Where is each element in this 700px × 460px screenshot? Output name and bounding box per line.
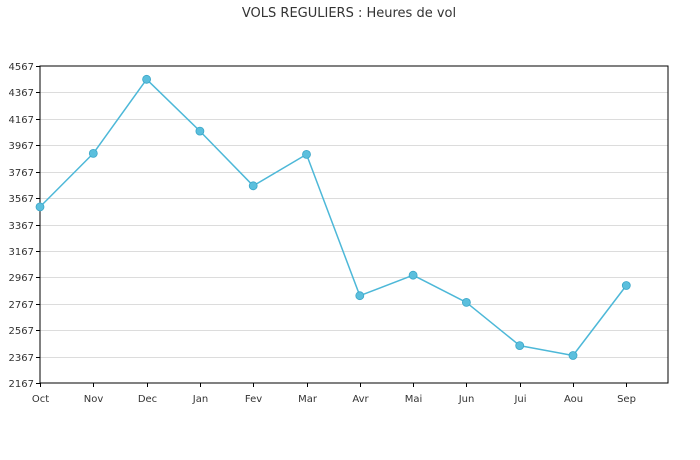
x-tick-label: Oct — [32, 394, 49, 405]
y-tick-label: 3567 — [9, 194, 34, 205]
plot-frame — [39, 65, 669, 384]
data-point — [621, 281, 631, 290]
y-tick-label: 4167 — [9, 115, 34, 126]
chart-title: VOLS REGULIERS : Heures de vol — [242, 6, 456, 21]
x-tick-label: Mai — [405, 394, 423, 405]
series-line — [39, 78, 627, 357]
y-tick-label: 2367 — [9, 353, 34, 364]
x-tick-label: Jui — [513, 394, 526, 405]
data-point — [142, 74, 152, 84]
series-markers — [35, 74, 631, 360]
data-point — [248, 181, 258, 191]
data-point — [355, 291, 365, 301]
x-tick-label: Fev — [245, 394, 262, 405]
y-tick-label: 3967 — [9, 141, 34, 152]
data-point — [461, 297, 471, 307]
x-tick-label: Jan — [192, 394, 208, 405]
y-tick-label: 2767 — [9, 300, 34, 311]
data-point — [568, 351, 578, 360]
x-tick-label: Jun — [458, 394, 475, 405]
y-tick-label: 2967 — [9, 273, 34, 284]
y-tick-label: 2167 — [9, 379, 34, 390]
y-axis-ticks: 2167 2367 2567 2767 2967 3167 3367 3567 3767 3967… — [9, 62, 40, 390]
y-tick-label: 4567 — [9, 62, 34, 73]
y-tick-label: 2567 — [9, 326, 34, 337]
x-tick-label: Aou — [564, 394, 583, 405]
grid-lines — [40, 92, 668, 358]
data-point — [35, 202, 45, 212]
y-tick-label: 3767 — [9, 168, 34, 179]
y-tick-label: 3367 — [9, 221, 34, 232]
data-point — [195, 126, 205, 136]
data-point — [515, 341, 525, 351]
x-tick-label: Sep — [617, 394, 636, 405]
data-point — [408, 270, 418, 280]
y-tick-label: 4367 — [9, 88, 34, 99]
x-axis-ticks: Oct Nov Dec Jan Fev Mar Avr Mai Jun Jui Aou Sep — [32, 383, 636, 405]
x-tick-label: Avr — [352, 394, 369, 405]
data-point — [302, 149, 311, 159]
y-tick-label: 3167 — [9, 247, 34, 258]
series-line-layer — [39, 78, 627, 357]
x-tick-label: Dec — [138, 394, 157, 405]
x-tick-label: Nov — [84, 394, 104, 405]
data-point — [88, 148, 98, 158]
x-tick-label: Mar — [298, 394, 318, 405]
